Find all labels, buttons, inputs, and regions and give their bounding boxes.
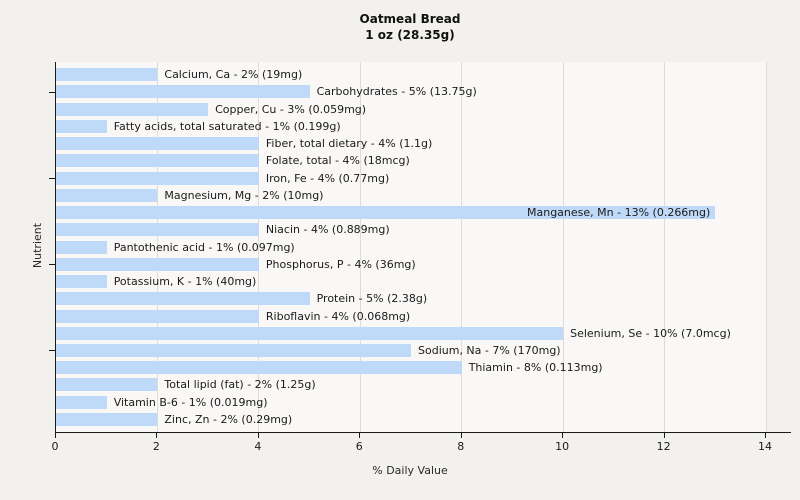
nutrient-bar xyxy=(56,412,158,426)
gridline xyxy=(359,62,361,432)
nutrient-bar-label: Carbohydrates - 5% (13.75g) xyxy=(316,85,477,99)
nutrient-bar xyxy=(56,378,158,392)
chart-title-line1: Oatmeal Bread xyxy=(359,12,461,26)
x-tick-label: 4 xyxy=(254,440,262,453)
gridline xyxy=(156,62,158,432)
nutrient-bar xyxy=(56,119,107,133)
x-tick xyxy=(460,433,462,438)
gridline xyxy=(562,62,564,432)
x-tick xyxy=(359,433,361,438)
x-tick-label: 2 xyxy=(152,440,160,453)
nutrient-bar-label: Fatty acids, total saturated - 1% (0.199… xyxy=(113,119,341,133)
nutrient-bar-label: Selenium, Se - 10% (7.0mcg) xyxy=(570,326,731,340)
gridline xyxy=(461,62,463,432)
nutrient-bar xyxy=(56,68,158,82)
nutrient-bar-label: Iron, Fe - 4% (0.77mg) xyxy=(265,171,390,185)
x-axis-title: % Daily Value xyxy=(372,464,448,477)
nutrient-bar xyxy=(56,85,310,99)
x-tick-label: 14 xyxy=(758,440,772,453)
x-tick-label: 0 xyxy=(51,440,59,453)
nutrient-bar xyxy=(56,154,259,168)
nutrient-bar-label: Thiamin - 8% (0.113mg) xyxy=(468,361,603,375)
nutrient-bar xyxy=(56,395,107,409)
y-tick xyxy=(49,178,55,179)
nutrient-bar-label: Zinc, Zn - 2% (0.29mg) xyxy=(164,412,293,426)
nutrient-bar xyxy=(56,102,209,116)
y-tick xyxy=(49,264,55,266)
nutrient-bar-label: Calcium, Ca - 2% (19mg) xyxy=(164,68,303,82)
x-axis-line xyxy=(55,432,791,433)
nutrient-bar-label: Phosphorus, P - 4% (36mg) xyxy=(265,257,416,271)
x-tick xyxy=(257,433,259,438)
nutrient-bar xyxy=(56,343,411,357)
gridline xyxy=(664,62,666,432)
x-tick-label: 8 xyxy=(457,440,465,453)
nutrient-bar-label: Vitamin B-6 - 1% (0.019mg) xyxy=(113,395,268,409)
chart-title: Oatmeal Bread 1 oz (28.35g) xyxy=(55,11,765,43)
nutrient-bar-label: Potassium, K - 1% (40mg) xyxy=(113,275,257,288)
x-tick-label: 10 xyxy=(555,440,570,453)
gridline xyxy=(258,62,260,432)
x-tick xyxy=(663,433,665,438)
nutrient-bar-label: Total lipid (fat) - 2% (1.25g) xyxy=(164,378,316,392)
x-tick xyxy=(765,433,766,438)
x-tick xyxy=(156,433,158,438)
nutrient-bar xyxy=(56,240,107,254)
nutrient-bar xyxy=(56,223,259,237)
plot-area: Calcium, Ca - 2% (19mg) Carbohydrates - 5… xyxy=(55,62,767,432)
x-tick-label: 6 xyxy=(355,440,363,453)
nutrient-bar-label: Protein - 5% (2.38g) xyxy=(316,292,428,306)
x-tick-label: 12 xyxy=(656,440,671,453)
nutrient-bar-label: Manganese, Mn - 13% (0.266mg) xyxy=(527,206,711,219)
nutrient-bar-label: Sodium, Na - 7% (170mg) xyxy=(418,343,561,357)
nutrient-bar-label: Folate, total - 4% (18mcg) xyxy=(265,154,410,168)
nutrient-bar xyxy=(56,309,259,323)
nutrient-bar-label: Magnesium, Mg - 2% (10mg) xyxy=(164,188,324,202)
nutrient-bar xyxy=(56,257,259,271)
nutrient-bar xyxy=(56,361,462,375)
nutrient-bar-label: Copper, Cu - 3% (0.059mg) xyxy=(215,102,367,116)
nutrient-bar-label: Pantothenic acid - 1% (0.097mg) xyxy=(113,240,295,254)
y-tick xyxy=(49,91,55,93)
nutrient-bar xyxy=(56,275,107,288)
y-axis-title-text: Nutrient xyxy=(31,222,45,268)
x-tick xyxy=(55,433,56,438)
nutrient-bar-label: Fiber, total dietary - 4% (1.1g) xyxy=(265,137,433,151)
nutrient-bar xyxy=(56,206,716,219)
gridline xyxy=(765,62,767,432)
y-axis-title: Nutrient xyxy=(18,175,58,315)
nutrient-bar xyxy=(56,137,259,151)
nutrient-bar xyxy=(56,326,564,340)
y-tick xyxy=(49,350,55,352)
nutrient-bar-label: Niacin - 4% (0.889mg) xyxy=(265,223,390,237)
nutrient-bar-label: Riboflavin - 4% (0.068mg) xyxy=(265,309,411,323)
chart-title-line2: 1 oz (28.35g) xyxy=(365,28,455,42)
nutrient-bar xyxy=(56,171,259,185)
nutrient-bar xyxy=(56,188,158,202)
nutrient-bar xyxy=(56,292,310,306)
x-tick xyxy=(562,433,564,438)
